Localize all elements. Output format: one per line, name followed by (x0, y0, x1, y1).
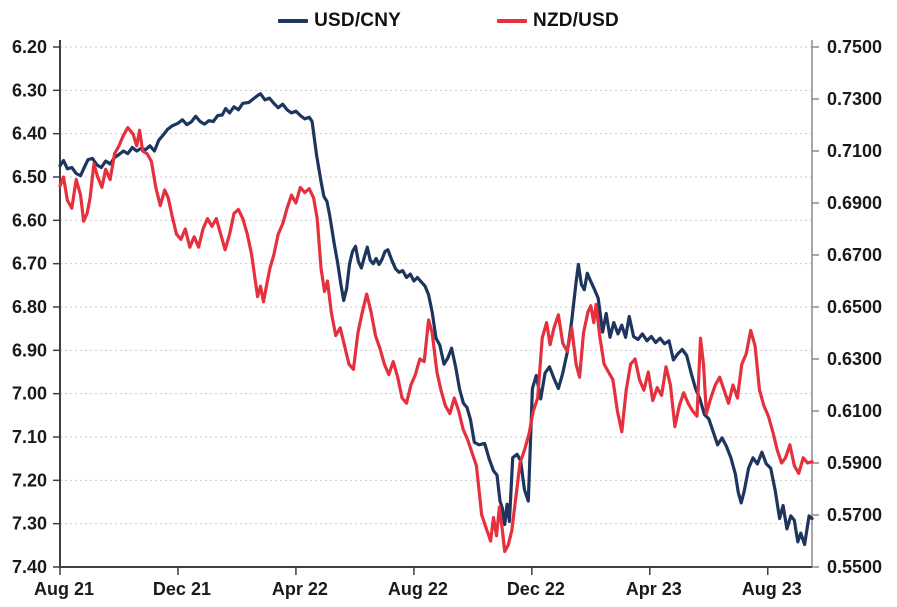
x-axis-tick-label: Dec 21 (153, 579, 211, 599)
left-axis-tick-label: 7.10 (12, 427, 47, 447)
chart-legend: USD/CNY NZD/USD (0, 6, 897, 36)
right-axis-tick-label: 0.5900 (827, 453, 882, 473)
x-axis-tick-label: Apr 23 (626, 579, 682, 599)
left-axis-tick-label: 6.60 (12, 210, 47, 230)
right-axis-tick-label: 0.6900 (827, 193, 882, 213)
left-axis-tick-label: 6.40 (12, 124, 47, 144)
legend-line-swatch-usd-cny (278, 19, 309, 23)
left-axis-tick-label: 7.30 (12, 514, 47, 534)
right-axis-tick-label: 0.6700 (827, 245, 882, 265)
x-axis-tick-label: Apr 22 (272, 579, 328, 599)
right-axis-tick-label: 0.6500 (827, 297, 882, 317)
x-axis: Aug 21 Dec 21 Apr 22 Aug 22 Dec 22 Apr 23 Aug … (34, 567, 802, 599)
right-axis-tick-label: 0.7500 (827, 37, 882, 57)
legend-line-swatch-nzd-usd (497, 19, 528, 23)
x-axis-tick-label: Aug 23 (742, 579, 802, 599)
legend-label-usd-cny: USD/CNY (314, 10, 402, 31)
x-axis-tick-label: Aug 22 (388, 579, 448, 599)
left-axis-tick-label: 6.30 (12, 80, 47, 100)
x-axis-tick-label: Dec 22 (507, 579, 565, 599)
right-axis-tick-label: 0.6100 (827, 401, 882, 421)
gridlines (60, 46, 812, 525)
left-axis-tick-label: 7.40 (12, 557, 47, 577)
series-line-usd-cny (58, 92, 814, 547)
left-axis-tick-label: 6.50 (12, 167, 47, 187)
left-axis-tick-label: 7.00 (12, 384, 47, 404)
left-axis-tick-label: 6.70 (12, 254, 47, 274)
left-axis: 6.20 6.30 6.40 6.50 6.60 6.70 6.80 6.90 7.00 7.10… (12, 37, 60, 577)
x-axis-tick-label: Aug 21 (34, 579, 94, 599)
left-axis-tick-label: 7.20 (12, 470, 47, 490)
legend-label-nzd-usd: NZD/USD (533, 10, 619, 31)
right-axis-tick-label: 0.5500 (827, 557, 882, 577)
legend-item-usd-cny: USD/CNY (278, 10, 401, 32)
right-axis-tick-label: 0.7300 (827, 89, 882, 109)
right-axis-tick-label: 0.6300 (827, 349, 882, 369)
series-line-nzd-usd (58, 126, 814, 553)
left-axis-tick-label: 6.20 (12, 37, 47, 57)
right-axis-tick-label: 0.5700 (827, 505, 882, 525)
right-axis: 0.7500 0.7300 0.7100 0.6900 0.6700 0.6500 0.63… (812, 37, 882, 577)
left-axis-tick-label: 6.90 (12, 340, 47, 360)
left-axis-tick-label: 6.80 (12, 297, 47, 317)
legend-item-nzd-usd: NZD/USD (497, 10, 619, 32)
right-axis-tick-label: 0.7100 (827, 141, 882, 161)
